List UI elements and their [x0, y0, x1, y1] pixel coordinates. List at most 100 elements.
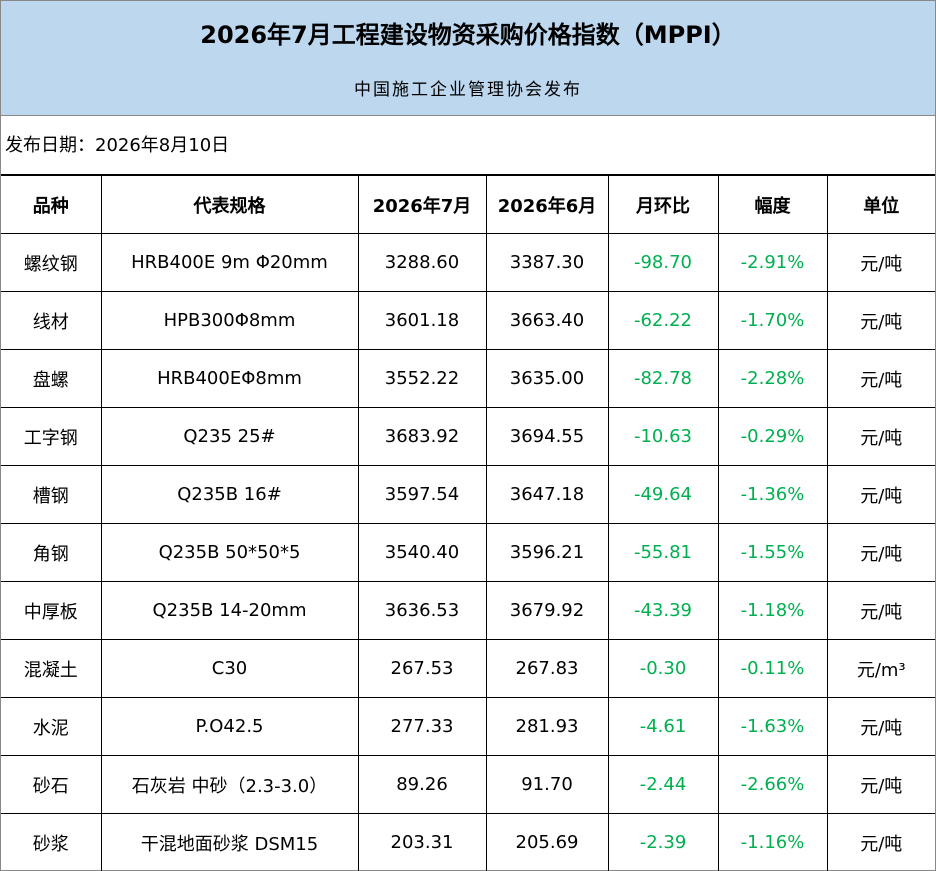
table-cell: 3552.22 — [357, 349, 487, 408]
table-cell: -98.70 — [607, 233, 719, 292]
table-cell: 205.69 — [485, 813, 609, 871]
table-body: 螺纹钢 HRB400E 9m Φ20mm 3288.60 3387.30 -98.70-… — [1, 233, 935, 871]
table-cell: 中厚板 — [1, 581, 102, 640]
table-cell: -2.91% — [717, 233, 828, 292]
publish-date: 发布日期：2026年8月10日 — [1, 116, 935, 175]
table-cell: 3694.55 — [485, 407, 609, 466]
table-cell: -55.81 — [607, 523, 719, 582]
table-cell: 3597.54 — [357, 465, 487, 524]
table-cell: 3288.60 — [357, 233, 487, 292]
table-cell: 元/吨 — [826, 291, 935, 350]
subtitle: 中国施工企业管理协会发布 — [354, 80, 582, 100]
table-cell: 石灰岩 中砂（2.3-3.0） — [100, 755, 359, 814]
table-cell: 89.26 — [357, 755, 487, 814]
header-row: 品种 代表规格 2026年7月 2026年6月 月环比 幅度 单位 — [1, 175, 935, 234]
table-cell: 水泥 — [1, 697, 102, 756]
table-cell: 3601.18 — [357, 291, 487, 350]
table-cell: -1.16% — [717, 813, 828, 871]
table-cell: 砂浆 — [1, 813, 102, 871]
table-row: 混凝土 C30 267.53 267.83 -0.30 -0.11% 元/m³ — [1, 639, 935, 698]
title: 2026年7月工程建设物资采购价格指数（MPPI） — [200, 21, 736, 49]
table-cell: -43.39 — [607, 581, 719, 640]
table-row: 砂浆 干混地面砂浆 DSM15 203.31 205.69 -2.39 -1.16% 元/吨 — [1, 813, 935, 871]
table-cell: HRB400E 9m Φ20mm — [100, 233, 359, 292]
table-cell: -1.70% — [717, 291, 828, 350]
table-cell: -10.63 — [607, 407, 719, 466]
table-cell: HRB400EΦ8mm — [100, 349, 359, 408]
table-cell: Q235B 14-20mm — [100, 581, 359, 640]
table-cell: 元/吨 — [826, 697, 935, 756]
table-cell: -4.61 — [607, 697, 719, 756]
column-header: 月环比 — [607, 175, 719, 234]
table-cell: -1.36% — [717, 465, 828, 524]
table-cell: 元/m³ — [826, 639, 935, 698]
table-cell: 螺纹钢 — [1, 233, 102, 292]
table-cell: -49.64 — [607, 465, 719, 524]
table-cell: 3635.00 — [485, 349, 609, 408]
table-cell: 3387.30 — [485, 233, 609, 292]
price-table: 品种 代表规格 2026年7月 2026年6月 月环比 幅度 单位 螺纹钢 HRB400E 9… — [1, 175, 935, 871]
table-row: 槽钢 Q235B 16# 3597.54 3647.18 -49.64 -1.36% 元/吨 — [1, 465, 935, 524]
table-cell: 元/吨 — [826, 233, 935, 292]
table-cell: 3663.40 — [485, 291, 609, 350]
table-cell: 267.83 — [485, 639, 609, 698]
table-cell: 元/吨 — [826, 523, 935, 582]
table-cell: 267.53 — [357, 639, 487, 698]
table-cell: Q235 25# — [100, 407, 359, 466]
table-cell: -2.39 — [607, 813, 719, 871]
table-cell: -1.63% — [717, 697, 828, 756]
table-cell: 元/吨 — [826, 407, 935, 466]
table-cell: 3683.92 — [357, 407, 487, 466]
table-cell: -2.44 — [607, 755, 719, 814]
table-cell: 3636.53 — [357, 581, 487, 640]
table-cell: C30 — [100, 639, 359, 698]
table-cell: -62.22 — [607, 291, 719, 350]
table-cell: 277.33 — [357, 697, 487, 756]
table-row: 角钢 Q235B 50*50*5 3540.40 3596.21 -55.81 -1.55… — [1, 523, 935, 582]
table-row: 工字钢 Q235 25# 3683.92 3694.55 -10.63 -0.29% 元/吨 — [1, 407, 935, 466]
table-cell: -2.28% — [717, 349, 828, 408]
table-row: 水泥 P.O42.5 277.33 281.93 -4.61 -1.63% 元/吨 — [1, 697, 935, 756]
table-row: 砂石 石灰岩 中砂（2.3-3.0） 89.26 91.70 -2.44 -2.66% 元/… — [1, 755, 935, 814]
table-cell: 281.93 — [485, 697, 609, 756]
table-cell: -1.55% — [717, 523, 828, 582]
table-row: 盘螺 HRB400EΦ8mm 3552.22 3635.00 -82.78 -2.28% 元… — [1, 349, 935, 408]
table-cell: -1.18% — [717, 581, 828, 640]
table-cell: 混凝土 — [1, 639, 102, 698]
table-cell: 元/吨 — [826, 465, 935, 524]
table-cell: 3596.21 — [485, 523, 609, 582]
table-cell: -0.29% — [717, 407, 828, 466]
table-cell: 203.31 — [357, 813, 487, 871]
table-cell: 元/吨 — [826, 755, 935, 814]
table-cell: 元/吨 — [826, 813, 935, 871]
table-cell: 3679.92 — [485, 581, 609, 640]
column-header: 代表规格 — [100, 175, 359, 234]
table-cell: -82.78 — [607, 349, 719, 408]
table-cell: 工字钢 — [1, 407, 102, 466]
column-header: 单位 — [826, 175, 935, 234]
table-cell: Q235B 16# — [100, 465, 359, 524]
table-row: 线材 HPB300Φ8mm 3601.18 3663.40 -62.22 -1.70% 元/… — [1, 291, 935, 350]
table-cell: 元/吨 — [826, 581, 935, 640]
table-cell: 91.70 — [485, 755, 609, 814]
table-row: 中厚板 Q235B 14-20mm 3636.53 3679.92 -43.39 -1.1… — [1, 581, 935, 640]
table-row: 螺纹钢 HRB400E 9m Φ20mm 3288.60 3387.30 -98.70-… — [1, 233, 935, 292]
column-header: 幅度 — [717, 175, 828, 234]
table-cell: HPB300Φ8mm — [100, 291, 359, 350]
column-header: 2026年7月 — [357, 175, 487, 234]
table-cell: -0.30 — [607, 639, 719, 698]
table-cell: 角钢 — [1, 523, 102, 582]
table-cell: 干混地面砂浆 DSM15 — [100, 813, 359, 871]
table-cell: 元/吨 — [826, 349, 935, 408]
table-cell: 线材 — [1, 291, 102, 350]
table-cell: 3647.18 — [485, 465, 609, 524]
table-cell: P.O42.5 — [100, 697, 359, 756]
table-cell: 槽钢 — [1, 465, 102, 524]
column-header: 2026年6月 — [485, 175, 609, 234]
table-cell: -2.66% — [717, 755, 828, 814]
table-cell: 砂石 — [1, 755, 102, 814]
table-cell: 3540.40 — [357, 523, 487, 582]
header: 2026年7月工程建设物资采购价格指数（MPPI） 中国施工企业管理协会发布 — [1, 1, 935, 116]
table-cell: 盘螺 — [1, 349, 102, 408]
